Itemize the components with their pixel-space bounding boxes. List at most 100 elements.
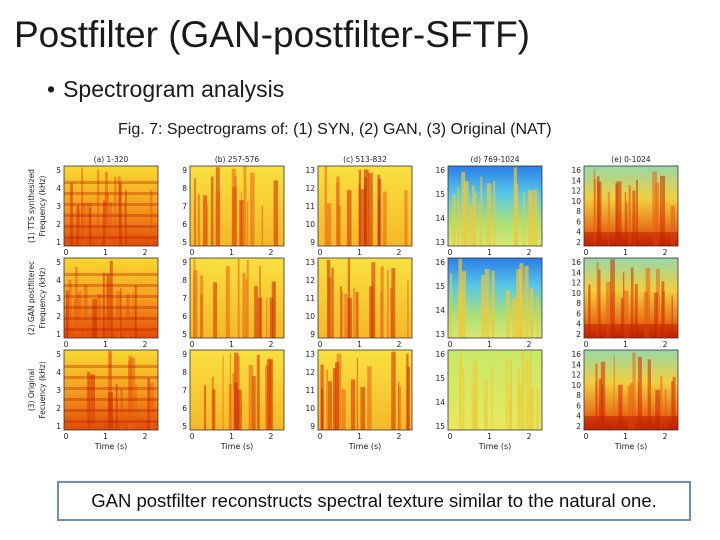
y-axis-label: Fecuency (kHz): [38, 361, 47, 419]
y-tick-label: 1: [56, 238, 61, 247]
spectral-streak: [355, 292, 359, 338]
harmonic-band: [64, 306, 158, 309]
panel-frame: [189, 165, 285, 247]
spectral-streak: [147, 377, 150, 430]
y-tick-label: 16: [571, 350, 581, 359]
spectral-streak: [493, 180, 496, 246]
panel-frame: [317, 349, 413, 431]
spectral-streak: [336, 176, 340, 246]
spectral-streak: [254, 285, 258, 338]
y-tick-label: 10: [305, 404, 315, 413]
x-tick-label: 2: [143, 248, 148, 257]
x-tick-label: 2: [143, 340, 148, 349]
harmonic-band: [64, 225, 158, 228]
spectral-streak: [206, 205, 208, 246]
y-tick-label: 12: [305, 368, 315, 377]
spectral-streak: [473, 361, 478, 430]
spectral-streak: [610, 259, 615, 338]
spectral-streak: [237, 258, 240, 338]
spectral-streak: [602, 384, 604, 430]
y-tick-label: 13: [435, 330, 445, 339]
spectral-streak: [104, 192, 109, 246]
spectral-streak: [461, 271, 467, 338]
y-tick-label: 3: [56, 202, 61, 211]
spectral-streak: [606, 281, 611, 338]
y-axis-label: Frequency (kHz): [38, 175, 47, 236]
spectral-streak: [341, 389, 346, 430]
spectral-streak: [596, 176, 600, 246]
spectral-streak: [68, 279, 72, 338]
harmonic-band: [64, 365, 158, 368]
spectral-streak: [356, 357, 358, 430]
spectral-streak: [340, 286, 342, 338]
spectral-streak: [618, 384, 623, 430]
y-tick-label: 13: [305, 166, 315, 175]
spectral-streak: [529, 352, 532, 430]
x-tick-label: 0: [448, 248, 453, 257]
spectral-streak: [321, 389, 324, 430]
spectral-streak: [505, 359, 508, 430]
spectrogram-panel: 9 8 7 6 50 1 2 Time (s): [182, 349, 285, 451]
spectral-streak: [519, 271, 522, 338]
spectral-streak: [360, 189, 366, 246]
spectral-streak: [125, 294, 130, 338]
x-tick-label: 2: [269, 340, 274, 349]
spectral-streak: [622, 272, 625, 338]
spectral-streak: [66, 290, 69, 338]
y-tick-label: 11: [305, 294, 315, 303]
panel-frame: [583, 257, 679, 339]
y-tick-label: 6: [182, 404, 187, 413]
spectral-streak: [200, 275, 204, 338]
spectral-streak: [481, 274, 485, 338]
y-tick-label: 14: [571, 360, 581, 369]
spectral-streak: [474, 193, 477, 246]
spectral-streak: [380, 291, 383, 338]
spectral-streak: [107, 350, 112, 430]
spectral-streak: [266, 297, 268, 338]
x-tick-label: 1: [623, 432, 628, 441]
spectral-streak: [120, 387, 123, 430]
spectral-streak: [197, 194, 201, 246]
spectral-streak: [70, 182, 73, 246]
conclusion-box: GAN postfilter reconstructs spectral tex…: [57, 481, 691, 521]
y-tick-label: 2: [56, 220, 61, 229]
x-tick-label: 1: [229, 248, 234, 257]
y-tick-label: 6: [576, 309, 581, 318]
spectral-streak: [521, 351, 525, 430]
panel-title: (e) 0-1024: [611, 155, 651, 164]
spectral-streak: [598, 269, 601, 338]
spectral-streak: [523, 192, 525, 246]
spectral-streak: [391, 268, 396, 338]
panel-frame: [189, 349, 285, 431]
y-tick-label: 4: [56, 276, 61, 285]
spectral-streak: [513, 167, 518, 246]
spectral-streak: [134, 285, 137, 338]
harmonic-band: [64, 387, 158, 390]
y-tick-label: 2: [576, 422, 581, 431]
spectral-streak: [251, 376, 256, 430]
y-tick-label: 4: [576, 228, 581, 237]
spectral-streak: [225, 266, 230, 338]
y-tick-label: 2: [576, 238, 581, 247]
harmonic-band: [64, 214, 158, 217]
y-tick-label: 2: [56, 312, 61, 321]
y-tick-label: 14: [435, 214, 445, 223]
spectral-streak: [671, 295, 673, 338]
spectral-streak: [358, 183, 361, 246]
spectral-streak: [670, 205, 676, 246]
spectral-streak: [246, 201, 249, 246]
panel-frame: [63, 257, 159, 339]
slide-title: Postfilter (GAN-postfilter-SFTF): [14, 14, 530, 55]
spectral-streak: [512, 297, 518, 338]
spectral-streak: [123, 202, 126, 246]
spectral-streak: [328, 381, 332, 430]
harmonic-band: [64, 409, 158, 412]
spectral-streak: [257, 297, 263, 338]
spectrogram-panel: (d) 769-1024 16 15 14 130 1 2: [435, 155, 543, 257]
spectral-streak: [391, 351, 396, 430]
spectral-streak: [506, 290, 510, 338]
spectral-streak: [194, 178, 196, 246]
